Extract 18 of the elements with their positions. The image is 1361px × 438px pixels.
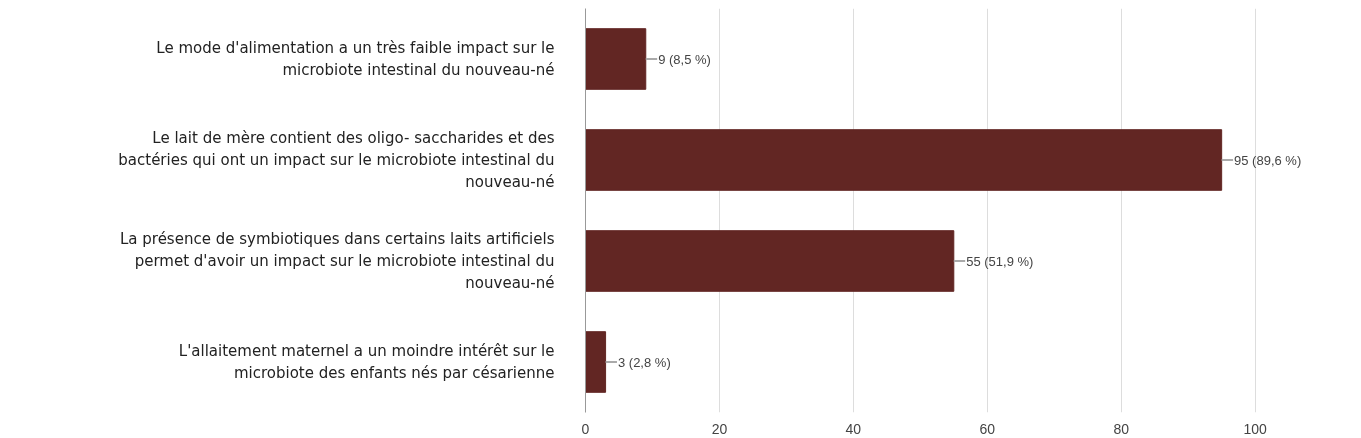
x-tick-label: 100 [1243, 420, 1268, 437]
data-label: 9 (8,5 %) [658, 51, 711, 67]
y-tick-label: La présence de symbiotiques dans certains laits artificiels permet d'avoir un impact sur le microbiote intestinal du nouveau-né [119, 230, 555, 292]
data-label: 55 (51,9 %) [966, 253, 1034, 269]
data-label: 95 (89,6 %) [1234, 152, 1302, 168]
bar [585, 230, 955, 292]
y-tick-label: Le lait de mère contient des oligo- saccharides et des bactéries qui ont un impact sur le microbiote intestinal du nouveau-né [118, 129, 555, 191]
x-tick-label: 80 [1113, 420, 1130, 437]
x-tick-label: 60 [979, 420, 996, 437]
bar [585, 28, 647, 90]
y-tick-label: Le mode d'alimentation a un très faible impact sur le microbiote intestinal du nouveau-né [156, 39, 555, 79]
bar [585, 331, 607, 393]
x-tick-label: 20 [711, 420, 728, 437]
x-tick-label: 40 [845, 420, 862, 437]
data-label: 3 (2,8 %) [617, 354, 671, 370]
y-tick-label: L'allaitement maternel a un moindre intérêt sur le microbiote des enfants nés par césarienne [178, 342, 555, 382]
bar [585, 129, 1223, 191]
x-tick-label: 0 [581, 420, 590, 437]
